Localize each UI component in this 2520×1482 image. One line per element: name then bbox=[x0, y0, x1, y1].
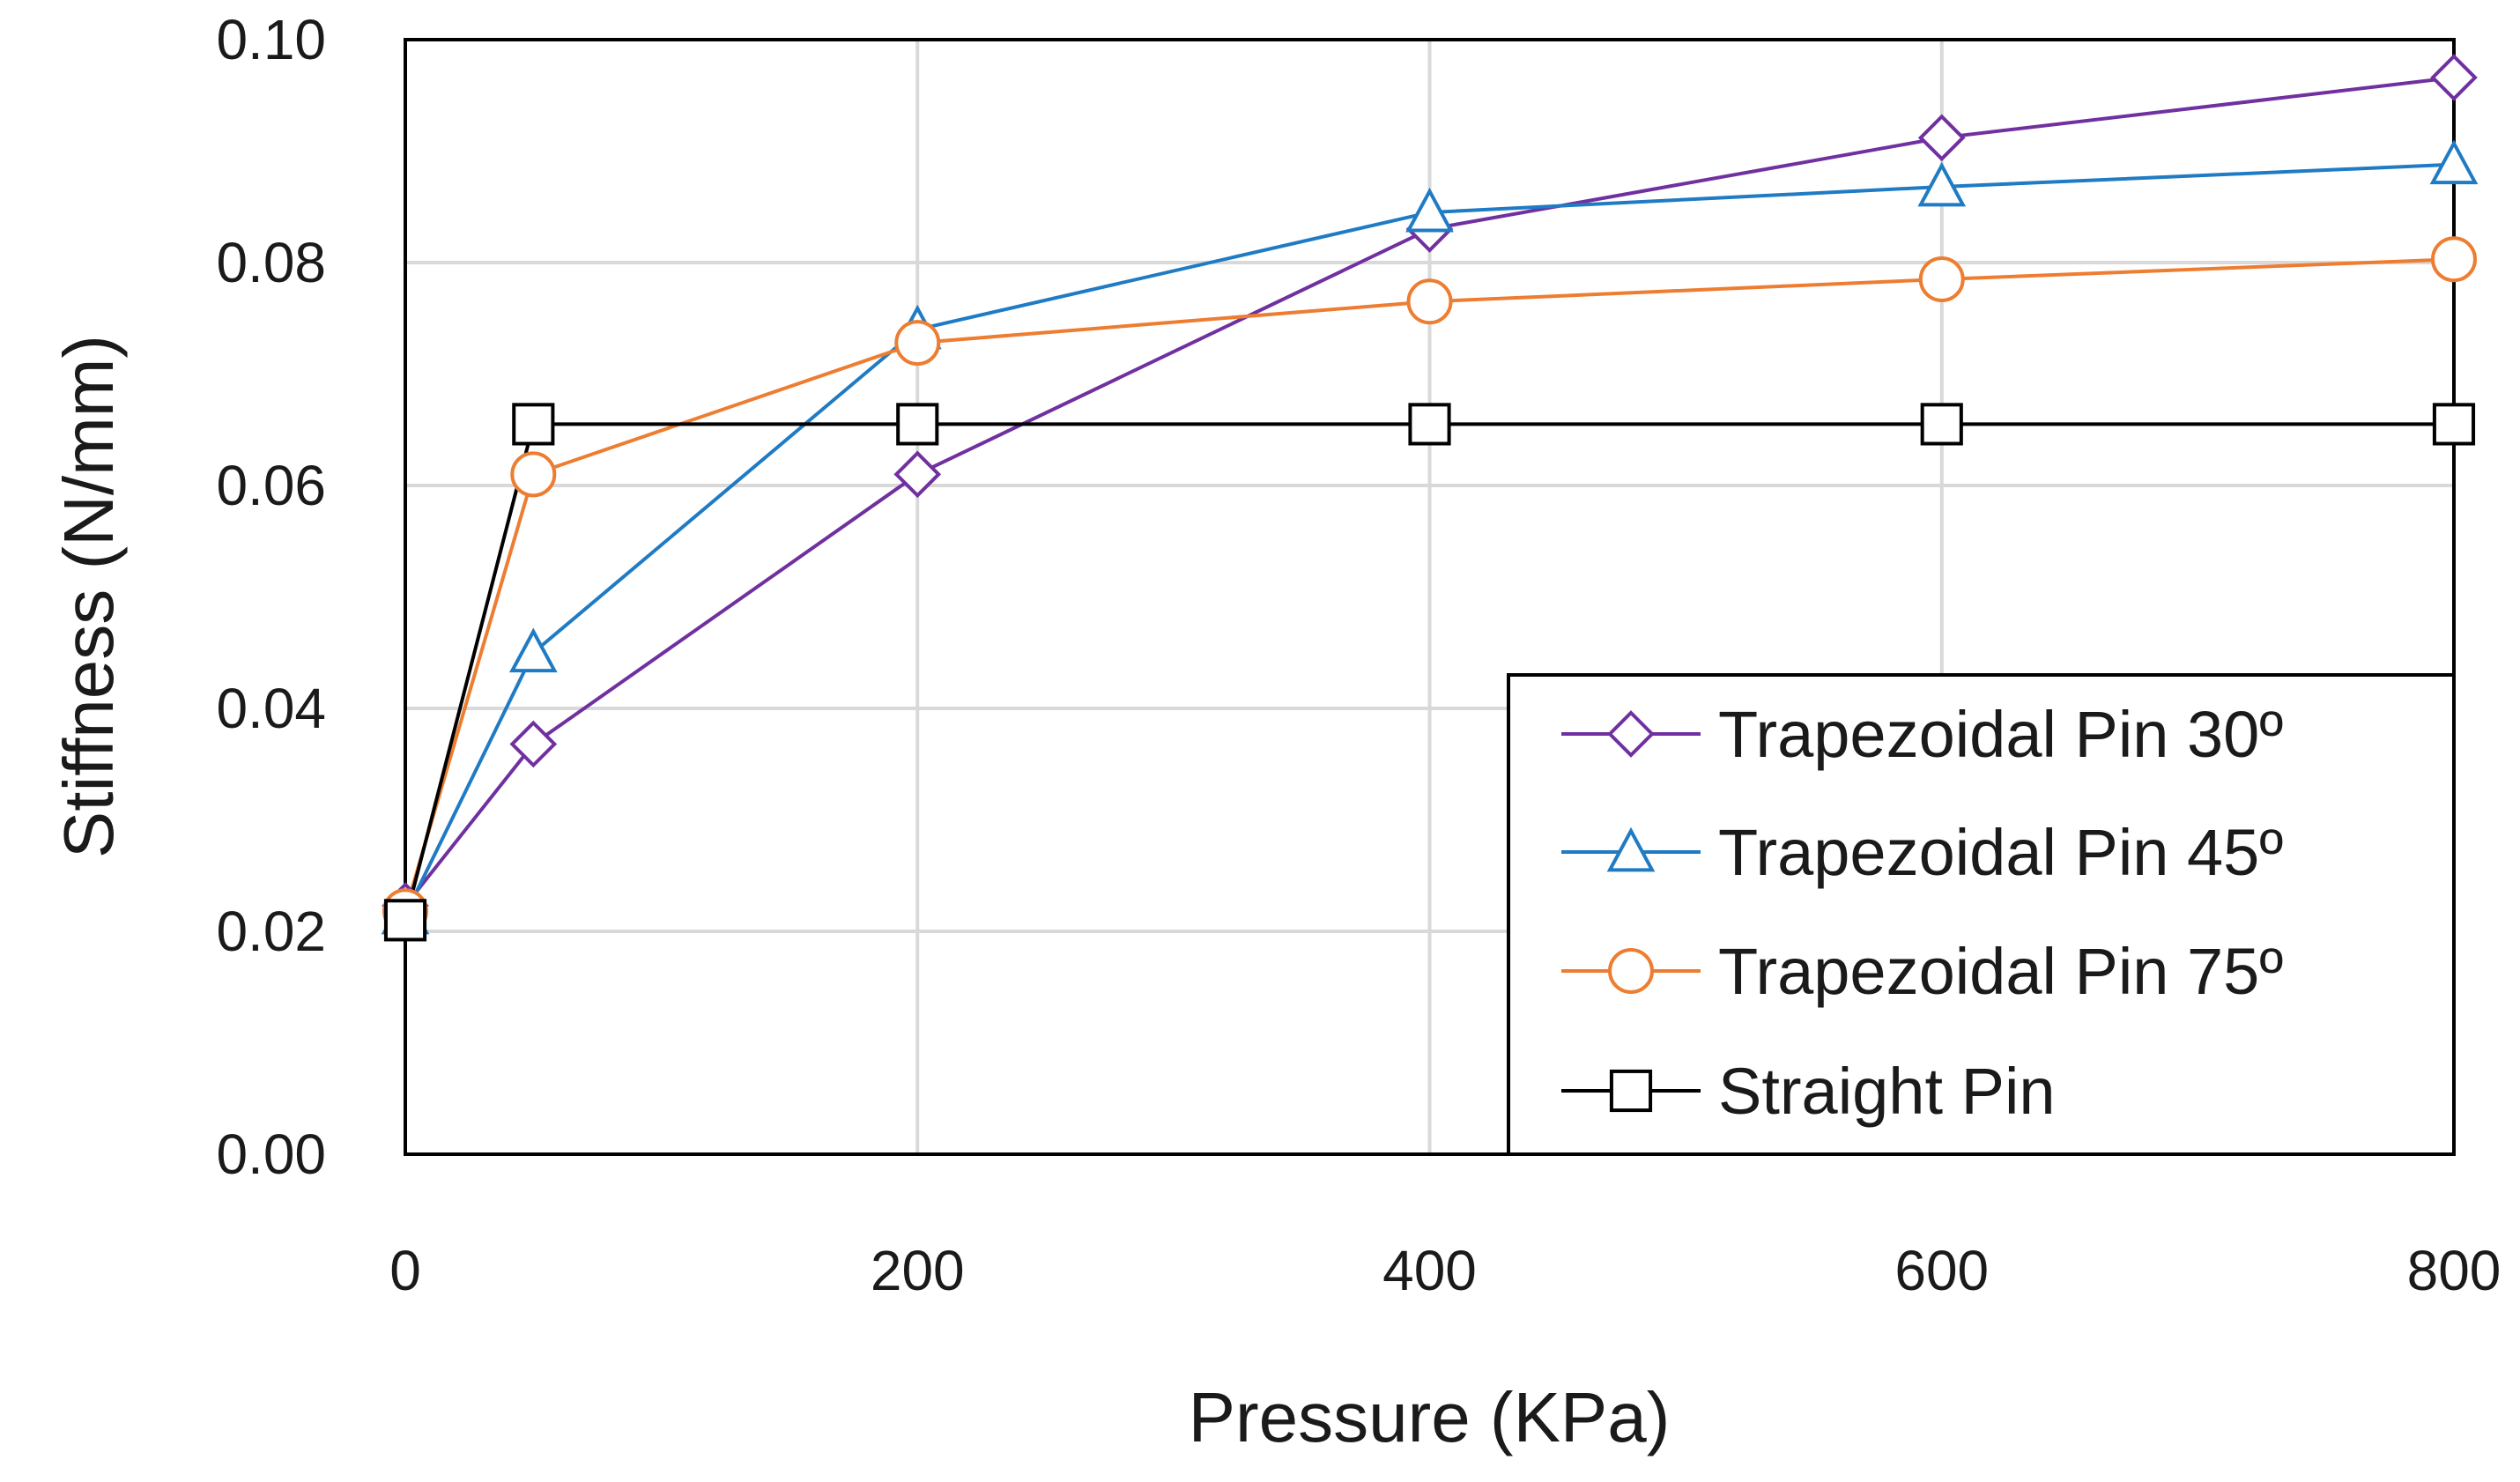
series-3-point bbox=[1406, 278, 1453, 325]
legend-marker-circle bbox=[1608, 948, 1654, 994]
legend-item: Trapezoidal Pin 30º bbox=[1561, 698, 2283, 771]
legend-marker-triangle bbox=[1606, 826, 1656, 872]
series-1-point bbox=[893, 450, 942, 499]
y-tick-label: 0.10 bbox=[216, 8, 326, 71]
series-3-point bbox=[2431, 236, 2477, 283]
series-3-point bbox=[1918, 256, 1965, 302]
x-tick-label: 600 bbox=[1894, 1239, 1989, 1302]
x-axis-tick-labels: 0 200 400 600 800 bbox=[389, 1239, 2501, 1302]
series-3-point bbox=[510, 451, 557, 498]
x-axis-title: Pressure (KPa) bbox=[1189, 1378, 1671, 1456]
series-4-point bbox=[512, 403, 555, 446]
x-tick-label: 400 bbox=[1382, 1239, 1477, 1302]
legend-label: Trapezoidal Pin 75º bbox=[1718, 935, 2283, 1008]
legend-item: Trapezoidal Pin 75º bbox=[1561, 935, 2283, 1008]
x-tick-label: 0 bbox=[389, 1239, 421, 1302]
y-tick-label: 0.06 bbox=[216, 454, 326, 517]
series-markers bbox=[381, 54, 2479, 942]
legend-box bbox=[1507, 673, 2456, 1156]
series-line-3 bbox=[404, 257, 2455, 912]
series-2-point bbox=[2429, 139, 2479, 185]
series-4-point bbox=[383, 899, 427, 942]
y-tick-label: 0.08 bbox=[216, 231, 326, 294]
legend-marker-diamond bbox=[1607, 710, 1655, 758]
x-tick-label: 800 bbox=[2407, 1239, 2501, 1302]
y-tick-label: 0.00 bbox=[216, 1123, 326, 1186]
series-line-1 bbox=[404, 76, 2455, 908]
legend-item: Trapezoidal Pin 45º bbox=[1561, 816, 2283, 889]
y-tick-label: 0.02 bbox=[216, 900, 326, 963]
legend-item: Straight Pin bbox=[1561, 1055, 2056, 1128]
y-tick-label: 0.04 bbox=[216, 677, 326, 740]
y-axis-tick-labels: 0.00 0.02 0.04 0.06 0.08 0.10 bbox=[216, 8, 326, 1186]
series-2-point bbox=[1405, 187, 1454, 233]
plot-area-frame bbox=[404, 38, 2456, 1156]
series-4-point bbox=[896, 403, 939, 446]
series-2-point bbox=[508, 627, 558, 673]
y-axis-title: Stiffness (N/mm) bbox=[49, 335, 128, 858]
series-4-point bbox=[1920, 403, 1963, 446]
legend-label: Straight Pin bbox=[1718, 1055, 2056, 1128]
series-lines bbox=[404, 76, 2455, 921]
series-4-point bbox=[2432, 403, 2476, 446]
legend: Trapezoidal Pin 30º Trapezoidal Pin 45º Tr… bbox=[1507, 673, 2456, 1156]
legend-label: Trapezoidal Pin 30º bbox=[1718, 698, 2283, 771]
legend-marker-square bbox=[1609, 1069, 1653, 1113]
series-line-4 bbox=[404, 422, 2454, 921]
legend-label: Trapezoidal Pin 45º bbox=[1718, 816, 2283, 889]
series-line-2 bbox=[404, 162, 2455, 915]
series-1-point bbox=[1917, 114, 1966, 162]
series-4-point bbox=[1408, 403, 1451, 446]
series-2-point bbox=[1917, 161, 1967, 207]
series-1-point bbox=[509, 720, 558, 768]
series-1-point bbox=[2430, 54, 2478, 101]
x-tick-label: 200 bbox=[871, 1239, 965, 1302]
series-3-point bbox=[894, 320, 941, 367]
